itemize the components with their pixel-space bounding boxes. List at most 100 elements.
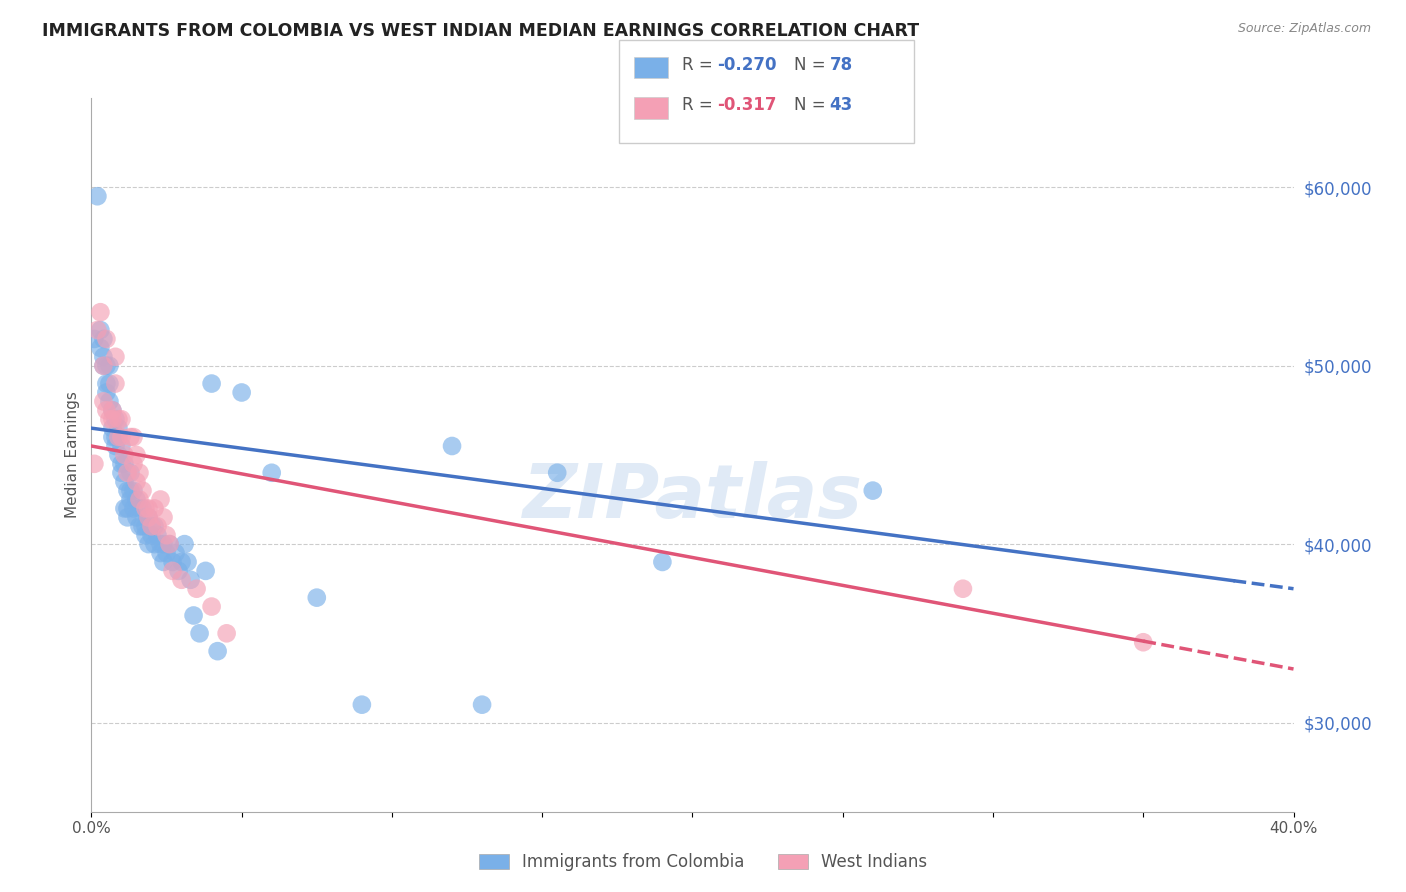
- Point: [107, 430, 129, 444]
- Point: [96, 376, 118, 391]
- Point: [83, 457, 105, 471]
- Point: [188, 626, 211, 640]
- Point: [138, 537, 160, 551]
- Point: [162, 555, 184, 569]
- Point: [143, 537, 166, 551]
- Text: -0.270: -0.270: [717, 56, 776, 74]
- Point: [170, 555, 193, 569]
- Point: [107, 421, 129, 435]
- Point: [117, 466, 139, 480]
- Point: [120, 492, 142, 507]
- Point: [155, 528, 177, 542]
- Point: [170, 573, 193, 587]
- Text: 78: 78: [830, 56, 852, 74]
- Point: [131, 519, 153, 533]
- Point: [159, 537, 181, 551]
- Point: [176, 555, 198, 569]
- Point: [98, 394, 121, 409]
- Point: [93, 350, 115, 364]
- Point: [104, 376, 127, 391]
- Point: [862, 483, 884, 498]
- Point: [128, 501, 150, 516]
- Point: [114, 501, 136, 516]
- Point: [86, 323, 108, 337]
- Text: IMMIGRANTS FROM COLOMBIA VS WEST INDIAN MEDIAN EARNINGS CORRELATION CHART: IMMIGRANTS FROM COLOMBIA VS WEST INDIAN …: [42, 22, 920, 40]
- Point: [101, 412, 124, 426]
- Point: [101, 430, 124, 444]
- Point: [101, 403, 124, 417]
- Point: [114, 448, 136, 462]
- Point: [117, 483, 139, 498]
- Point: [138, 510, 160, 524]
- Text: N =: N =: [794, 96, 831, 114]
- Point: [651, 555, 673, 569]
- Text: -0.317: -0.317: [717, 96, 776, 114]
- Point: [149, 492, 172, 507]
- Point: [107, 412, 129, 426]
- Point: [125, 510, 148, 524]
- Point: [120, 483, 142, 498]
- Point: [120, 430, 142, 444]
- Point: [134, 501, 156, 516]
- Point: [117, 510, 139, 524]
- Point: [162, 564, 184, 578]
- Point: [89, 323, 111, 337]
- Point: [128, 519, 150, 533]
- Point: [231, 385, 253, 400]
- Point: [107, 448, 129, 462]
- Point: [141, 528, 163, 542]
- Point: [201, 599, 224, 614]
- Point: [152, 555, 174, 569]
- Point: [104, 412, 127, 426]
- Point: [89, 305, 111, 319]
- Point: [173, 537, 195, 551]
- Text: 43: 43: [830, 96, 853, 114]
- Point: [134, 528, 156, 542]
- Point: [260, 466, 283, 480]
- Point: [155, 546, 177, 560]
- Point: [110, 430, 132, 444]
- Point: [186, 582, 208, 596]
- Point: [96, 385, 118, 400]
- Point: [125, 448, 148, 462]
- Point: [138, 501, 160, 516]
- Point: [86, 189, 108, 203]
- Point: [110, 466, 132, 480]
- Point: [440, 439, 463, 453]
- Point: [149, 537, 172, 551]
- Y-axis label: Median Earnings: Median Earnings: [65, 392, 80, 518]
- Point: [122, 483, 145, 498]
- Point: [131, 483, 153, 498]
- Point: [305, 591, 328, 605]
- Point: [128, 466, 150, 480]
- Point: [107, 430, 129, 444]
- Point: [141, 519, 163, 533]
- Legend: Immigrants from Colombia, West Indians: Immigrants from Colombia, West Indians: [471, 845, 935, 880]
- Point: [149, 546, 172, 560]
- Point: [152, 537, 174, 551]
- Point: [93, 359, 115, 373]
- Point: [93, 359, 115, 373]
- Point: [125, 475, 148, 489]
- Point: [194, 564, 217, 578]
- Point: [134, 519, 156, 533]
- Point: [122, 501, 145, 516]
- Point: [546, 466, 568, 480]
- Text: R =: R =: [682, 96, 718, 114]
- Point: [101, 403, 124, 417]
- Point: [131, 501, 153, 516]
- Point: [471, 698, 494, 712]
- Point: [110, 412, 132, 426]
- Point: [93, 394, 115, 409]
- Point: [1132, 635, 1154, 649]
- Point: [143, 501, 166, 516]
- Point: [146, 519, 169, 533]
- Point: [952, 582, 974, 596]
- Point: [114, 457, 136, 471]
- Point: [128, 492, 150, 507]
- Point: [207, 644, 229, 658]
- Point: [110, 457, 132, 471]
- Point: [122, 430, 145, 444]
- Point: [159, 537, 181, 551]
- Point: [138, 510, 160, 524]
